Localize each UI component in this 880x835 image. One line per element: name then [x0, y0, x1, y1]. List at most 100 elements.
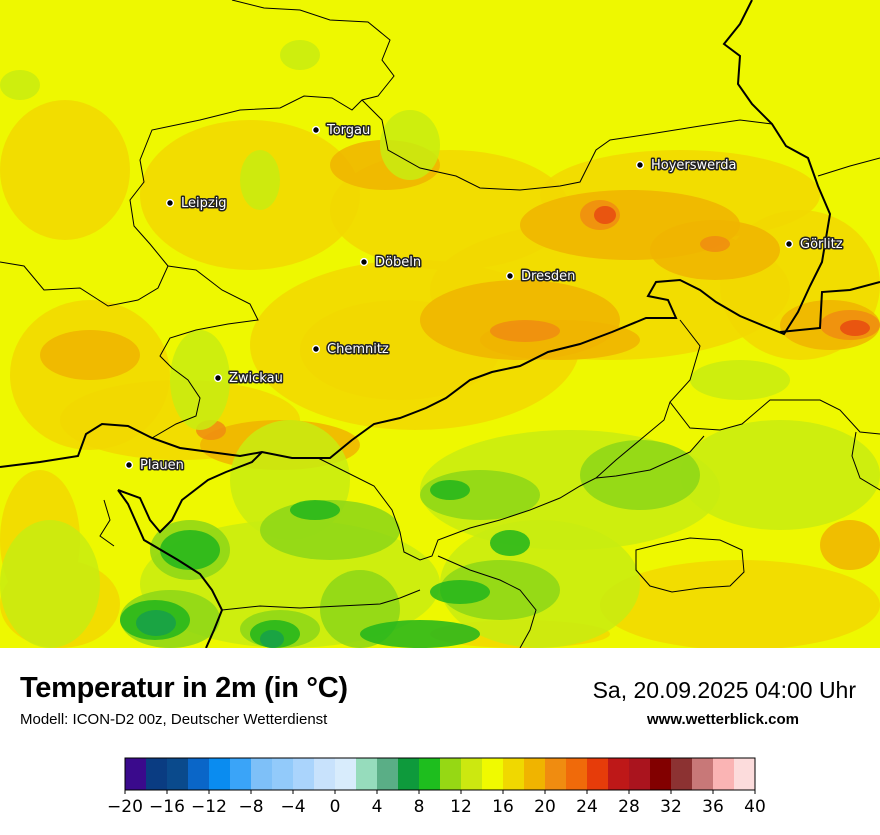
district-border: [221, 589, 421, 611]
city-zwickau: Zwickau: [213, 370, 284, 388]
city-markers: Torgau Leipzig Hoyerswerda Görlitz Döbeln Dre…: [124, 122, 844, 475]
city-label: Zwickau: [229, 371, 283, 386]
legend-swatch: [419, 758, 441, 790]
legend-tick-label: 12: [450, 797, 472, 817]
legend-swatch: [335, 758, 357, 790]
website-link[interactable]: www.wetterblick.com: [647, 711, 799, 728]
legend-swatch: [272, 758, 294, 790]
legend-tick-label: 28: [618, 797, 640, 817]
city-plauen: Plauen: [124, 457, 185, 475]
temperature-zone: [490, 320, 560, 342]
district-border: [817, 157, 880, 177]
model-subtitle: Modell: ICON-D2 00z, Deutscher Wetterdie…: [20, 711, 328, 728]
legend-swatch: [587, 758, 609, 790]
temperature-zone: [170, 330, 230, 430]
legend-swatch: [125, 758, 147, 790]
legend-swatch: [146, 758, 168, 790]
city-dresden: Dresden: [505, 268, 577, 286]
temperature-zone: [594, 206, 616, 224]
legend-tick-label: −16: [149, 797, 185, 817]
temperature-zone: [240, 150, 280, 210]
city-dot: [165, 198, 175, 208]
city-label: Dresden: [521, 269, 575, 284]
legend-swatch: [503, 758, 525, 790]
legend-swatch: [377, 758, 399, 790]
city-dot: [505, 271, 515, 281]
temperature-zone: [430, 580, 490, 604]
city-label: Hoyerswerda: [651, 158, 737, 173]
legend-tick-label: 20: [534, 797, 556, 817]
temperature-zone: [0, 520, 100, 648]
temperature-zone: [380, 110, 440, 180]
temperature-zone: [680, 420, 880, 530]
country-border: [0, 0, 832, 468]
district-border: [437, 555, 537, 648]
map-svg: Torgau Leipzig Hoyerswerda Görlitz Döbeln Dre…: [0, 0, 880, 648]
temperature-zone: [360, 620, 480, 648]
city-label: Chemnitz: [327, 342, 389, 357]
legend-swatch: [608, 758, 630, 790]
legend-swatch: [692, 758, 714, 790]
country-border-east: [779, 281, 880, 333]
temperature-zone: [280, 40, 320, 70]
temperature-zone: [0, 70, 40, 100]
legend-tick-label: −20: [107, 797, 143, 817]
city-hoyerswerda: Hoyerswerda: [635, 157, 738, 175]
legend-swatch: [209, 758, 231, 790]
city-leipzig: Leipzig: [165, 195, 228, 213]
legend-tick-label: −12: [191, 797, 227, 817]
temperature-zone: [260, 630, 284, 648]
color-legend: −20 −16 −12 −8 −4 0 4 8 12 16 20 24 28 32 36 40: [100, 750, 780, 830]
legend-tick-label: −4: [280, 797, 305, 817]
legend-swatch: [482, 758, 504, 790]
legend-tick-label: 8: [414, 797, 425, 817]
legend-frame: [124, 757, 756, 791]
legend-swatch: [188, 758, 210, 790]
legend-tick-label: 4: [372, 797, 383, 817]
legend-tick-label: 32: [660, 797, 682, 817]
temperature-zone: [690, 360, 790, 400]
city-label: Görlitz: [800, 237, 843, 252]
city-label: Leipzig: [181, 196, 227, 211]
temperature-map: Torgau Leipzig Hoyerswerda Görlitz Döbeln Dre…: [0, 0, 880, 648]
city-chemnitz: Chemnitz: [311, 341, 390, 359]
city-label: Döbeln: [375, 255, 421, 270]
legend-tick-label: −8: [238, 797, 263, 817]
legend-swatch: [398, 758, 420, 790]
legend-swatch: [566, 758, 588, 790]
city-label: Torgau: [326, 123, 370, 138]
temperature-zone: [440, 560, 560, 620]
map-title: Temperatur in 2m (in °C): [20, 672, 348, 704]
city-dot: [635, 160, 645, 170]
city-dot: [124, 460, 134, 470]
city-dot: [784, 239, 794, 249]
legend-tick-label: 24: [576, 797, 598, 817]
district-border: [635, 537, 745, 593]
legend-swatch: [356, 758, 378, 790]
district-border: [0, 0, 395, 307]
temperature-zone: [290, 500, 340, 520]
legend-swatch: [230, 758, 252, 790]
district-border: [595, 435, 705, 479]
legend-swatch: [545, 758, 567, 790]
legend-tick-label: 16: [492, 797, 514, 817]
legend-swatch: [671, 758, 693, 790]
district-border: [669, 319, 880, 435]
legend-svg: −20 −16 −12 −8 −4 0 4 8 12 16 20 24 28 32 36 40: [107, 757, 766, 817]
borders: [0, 0, 880, 648]
temperature-zone: [700, 236, 730, 252]
city-dbeln: Döbeln: [359, 254, 423, 272]
district-border: [361, 99, 773, 191]
legend-swatch: [251, 758, 273, 790]
legend-swatch: [440, 758, 462, 790]
temperature-zone: [580, 440, 700, 510]
temperature-zone: [40, 330, 140, 380]
temperature-zone: [820, 520, 880, 570]
legend-swatch: [293, 758, 315, 790]
legend-swatch: [629, 758, 651, 790]
city-dot: [359, 257, 369, 267]
district-border: [851, 431, 880, 491]
legend-swatch: [314, 758, 336, 790]
temperature-zone: [600, 560, 880, 648]
legend-swatch: [713, 758, 735, 790]
